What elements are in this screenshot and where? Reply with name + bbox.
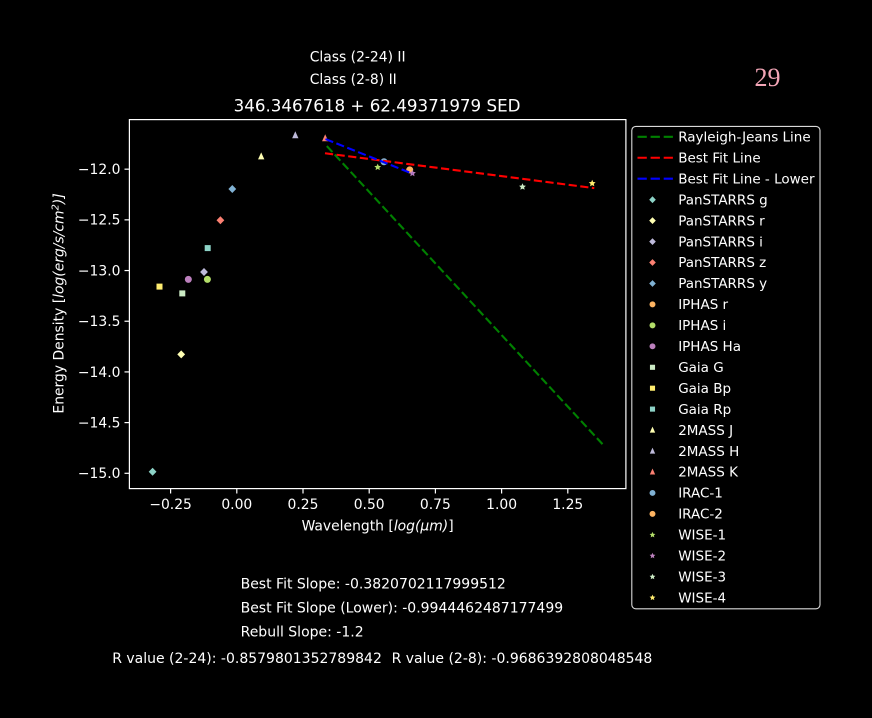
x-axis-label: Wavelength [log(μm)]	[302, 519, 454, 535]
legend-label-wise-1: WISE-1	[678, 528, 726, 544]
legend-label-wise-3: WISE-3	[678, 569, 726, 585]
marker-panstarrs-g	[148, 467, 157, 476]
legend-handle-2mass-j	[649, 426, 656, 433]
y-tick-label: −13.0	[78, 263, 121, 279]
legend-handle-gaia-g	[649, 364, 656, 370]
legend-handle-panstarrs-z	[649, 259, 656, 266]
legend: Rayleigh-Jeans Line Best Fit Line Best Fit…	[631, 125, 821, 610]
legend-label-panstarrs-g: PanSTARRS g	[678, 192, 768, 208]
legend-label-best-fit-line: Best Fit Line	[678, 150, 760, 166]
fit-lines	[324, 138, 604, 446]
y-tick-label: −14.0	[78, 365, 121, 381]
legend-label-panstarrs-y: PanSTARRS y	[678, 276, 767, 292]
legend-handle-2mass-k	[649, 468, 656, 475]
legend-label-2mass-k: 2MASS K	[678, 465, 739, 481]
legend-label-best-fit-line-lower: Best Fit Line - Lower	[678, 171, 815, 187]
legend-label-2mass-j: 2MASS J	[678, 423, 733, 439]
marker-gaia-bp	[156, 283, 163, 290]
chart-title: 346.3467618 + 62.49371979 SED	[234, 96, 521, 116]
y-tick-label: −12.0	[78, 162, 121, 178]
legend-box	[631, 125, 821, 610]
legend-label-iphas-ha: IPHAS Ha	[678, 339, 741, 355]
legend-handle-panstarrs-y	[649, 280, 656, 287]
legend-handle-panstarrs-i	[649, 238, 656, 245]
x-tick-label: 1.00	[486, 497, 517, 513]
legend-handle-panstarrs-r	[649, 217, 656, 224]
marker-wise-2	[408, 169, 416, 177]
stat-r-value-2-24: R value (2-24): -0.8579801352789842	[112, 651, 382, 667]
legend-label-gaia-rp: Gaia Rp	[678, 402, 731, 418]
legend-label-irac-1: IRAC-1	[678, 486, 723, 502]
legend-handle-gaia-bp	[649, 385, 656, 391]
legend-handle-irac-1	[649, 489, 656, 496]
marker-gaia-rp	[204, 245, 211, 252]
legend-handle-iphas-i	[649, 322, 656, 329]
legend-handle-iphas-r	[649, 301, 656, 308]
stat-best-fit-slope-lower: Best Fit Slope (Lower): -0.9944462487177…	[241, 600, 564, 616]
legend-label-gaia-g: Gaia G	[678, 360, 724, 376]
legend-handle-2mass-h	[649, 447, 656, 454]
stat-r-value-2-8: R value (2-8): -0.9686392808048548	[392, 651, 653, 667]
marker-iphas-i	[203, 275, 211, 283]
marker-panstarrs-z	[216, 216, 225, 225]
subtitle-class-2-8: Class (2-8) II	[310, 72, 397, 88]
marker-2mass-j	[258, 152, 265, 160]
marker-panstarrs-y	[228, 185, 237, 193]
marker-panstarrs-i	[200, 268, 208, 276]
x-tick-label: 0.25	[288, 497, 319, 513]
legend-handle-gaia-rp	[649, 406, 656, 412]
legend-label-panstarrs-r: PanSTARRS r	[678, 213, 765, 229]
line-rayleigh-jeans-line	[326, 145, 604, 446]
x-tick-label: 0.50	[354, 497, 385, 513]
legend-label-iphas-r: IPHAS r	[678, 297, 728, 313]
x-tick-label: 0.00	[221, 497, 252, 513]
legend-label-2mass-h: 2MASS H	[678, 444, 739, 460]
x-tick-label: 1.25	[552, 497, 583, 513]
marker-wise-4	[588, 179, 596, 187]
legend-handle-wise-4	[649, 594, 656, 601]
marker-wise-3	[519, 183, 526, 190]
legend-handle-wise-3	[649, 573, 656, 580]
legend-label-gaia-bp: Gaia Bp	[678, 381, 731, 397]
legend-handle-wise-1	[649, 531, 656, 538]
page-number: 29	[755, 63, 781, 92]
legend-handle-wise-2	[649, 552, 656, 559]
legend-handle-irac-2	[649, 510, 656, 517]
marker-panstarrs-r	[177, 350, 186, 359]
subtitle-class-2-24: Class (2-24) II	[310, 50, 406, 66]
line-best-fit-line-lower	[325, 138, 414, 175]
legend-label-irac-2: IRAC-2	[678, 507, 723, 523]
legend-label-panstarrs-i: PanSTARRS i	[678, 234, 763, 250]
line-best-fit-line	[324, 152, 595, 190]
y-tick-label: −15.0	[78, 466, 121, 482]
x-tick-label: −0.25	[149, 497, 192, 513]
legend-label-wise-2: WISE-2	[678, 549, 726, 565]
stat-best-fit-slope: Best Fit Slope: -0.3820702117999512	[241, 576, 506, 592]
legend-handle-panstarrs-g	[649, 196, 656, 204]
legend-label-iphas-i: IPHAS i	[678, 318, 726, 334]
y-tick-label: −13.5	[78, 314, 121, 330]
legend-label-panstarrs-z: PanSTARRS z	[678, 255, 766, 271]
legend-label-rayleigh-jeans-line: Rayleigh-Jeans Line	[678, 130, 810, 146]
marker-gaia-g	[179, 290, 186, 297]
legend-handle-iphas-ha	[649, 343, 656, 350]
marker-wise-1	[374, 163, 382, 171]
y-tick-label: −12.5	[78, 213, 121, 229]
x-tick-label: 0.75	[420, 497, 451, 513]
y-tick-label: −14.5	[78, 415, 121, 431]
axes: −0.25 0.00 0.25 0.50 0.75 1.00 1.25 −12.0 −12.5 −…	[78, 118, 627, 513]
stat-rebull-slope: Rebull Slope: -1.2	[241, 624, 364, 640]
plot-frame	[128, 118, 627, 490]
marker-iphas-ha	[184, 275, 192, 283]
marker-2mass-h	[292, 131, 299, 139]
legend-label-wise-4: WISE-4	[678, 590, 726, 606]
y-axis-label: Energy Density [log(erg/s/cm2)]	[51, 193, 68, 413]
